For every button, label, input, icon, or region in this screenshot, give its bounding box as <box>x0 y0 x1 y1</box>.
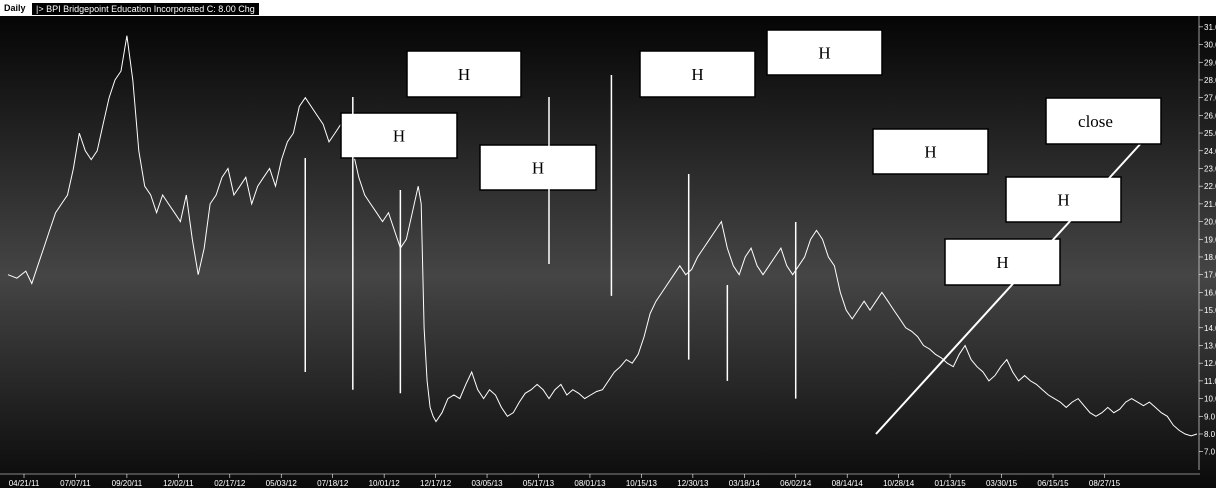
annotation-box[interactable] <box>639 50 756 98</box>
y-tick-label: 23.0 <box>1204 164 1216 173</box>
annotation-box[interactable] <box>944 238 1061 286</box>
y-tick-label: 21.0 <box>1204 200 1216 209</box>
x-tick-label: 12/02/11 <box>163 479 194 488</box>
annotation-box[interactable] <box>1045 97 1162 145</box>
annotation-label: H <box>996 253 1008 272</box>
y-tick-label: 27.0 <box>1204 94 1216 103</box>
x-tick-label: 09/20/11 <box>112 479 143 488</box>
x-tick-label: 07/18/12 <box>317 479 349 488</box>
annotation-label: close <box>1078 112 1113 131</box>
annotation-box[interactable] <box>1005 176 1122 223</box>
x-tick-label: 06/02/14 <box>780 479 812 488</box>
x-tick-label: 08/14/14 <box>832 479 864 488</box>
x-tick-label: 01/13/15 <box>935 479 967 488</box>
x-tick-label: 07/07/11 <box>60 479 91 488</box>
x-tick-label: 05/03/12 <box>266 479 298 488</box>
x-tick-label: 03/18/14 <box>729 479 761 488</box>
annotation-box[interactable] <box>479 144 597 191</box>
y-tick-label: 8.0 <box>1204 430 1216 439</box>
annotation-label: H <box>458 65 470 84</box>
y-tick-label: 22.0 <box>1204 182 1216 191</box>
y-tick-label: 15.0 <box>1204 306 1216 315</box>
period-label[interactable]: Daily <box>4 3 26 13</box>
x-tick-label: 10/28/14 <box>883 479 915 488</box>
x-tick-label: 03/30/15 <box>986 479 1018 488</box>
chart-title: |> BPI Bridgepoint Education Incorporate… <box>32 3 259 15</box>
annotation-leader-line <box>875 143 1142 435</box>
x-tick-label: 08/27/15 <box>1089 479 1121 488</box>
y-tick-label: 9.0 <box>1204 412 1216 421</box>
x-tick-label: 04/21/11 <box>9 479 40 488</box>
annotation-label: H <box>691 65 703 84</box>
y-tick-label: 10.0 <box>1204 395 1216 404</box>
y-tick-label: 20.0 <box>1204 218 1216 227</box>
annotation-box[interactable] <box>406 50 522 98</box>
x-tick-label: 12/17/12 <box>420 479 452 488</box>
y-tick-label: 26.0 <box>1204 111 1216 120</box>
y-tick-label: 14.0 <box>1204 324 1216 333</box>
price-series-line <box>7 35 1198 437</box>
annotation-box[interactable] <box>872 128 989 175</box>
chart-header: Daily |> BPI Bridgepoint Education Incor… <box>0 0 360 16</box>
x-axis: 04/21/11 07/07/11 09/20/11 12/02/11 02/17/12… <box>0 473 1200 488</box>
annotation-label: H <box>1057 191 1069 210</box>
y-tick-label: 11.0 <box>1204 377 1216 386</box>
annotation-label: H <box>532 159 544 178</box>
annotation-box[interactable] <box>766 29 883 76</box>
x-tick-label: 08/01/13 <box>574 479 606 488</box>
annotation-label: H <box>924 143 936 162</box>
y-tick-label: 7.0 <box>1204 448 1216 457</box>
y-tick-label: 31.0 <box>1204 23 1216 32</box>
annotation-label: H <box>393 127 405 146</box>
x-tick-label: 05/17/13 <box>523 479 555 488</box>
y-tick-label: 28.0 <box>1204 76 1216 85</box>
y-tick-label: 17.0 <box>1204 271 1216 280</box>
x-tick-label: 03/05/13 <box>471 479 503 488</box>
annotation-label: H <box>818 44 830 63</box>
y-axis: 7.0 8.0 9.0 10.0 11.0 12.0 13.0 14.0 15.0 16.0 17.… <box>1198 16 1216 470</box>
x-tick-label: 06/15/15 <box>1037 479 1069 488</box>
x-tick-label: 10/15/13 <box>626 479 658 488</box>
y-tick-label: 12.0 <box>1204 359 1216 368</box>
series-layer <box>7 35 1198 437</box>
y-tick-label: 13.0 <box>1204 341 1216 350</box>
y-tick-label: 30.0 <box>1204 41 1216 50</box>
y-tick-label: 25.0 <box>1204 129 1216 138</box>
x-tick-label: 10/01/12 <box>369 479 401 488</box>
y-tick-label: 19.0 <box>1204 235 1216 244</box>
y-tick-label: 16.0 <box>1204 288 1216 297</box>
annotation-box[interactable] <box>340 112 458 159</box>
y-tick-label: 29.0 <box>1204 58 1216 67</box>
y-tick-label: 24.0 <box>1204 147 1216 156</box>
x-tick-label: 02/17/12 <box>214 479 246 488</box>
y-tick-label: 18.0 <box>1204 253 1216 262</box>
x-tick-label: 12/30/13 <box>677 479 709 488</box>
